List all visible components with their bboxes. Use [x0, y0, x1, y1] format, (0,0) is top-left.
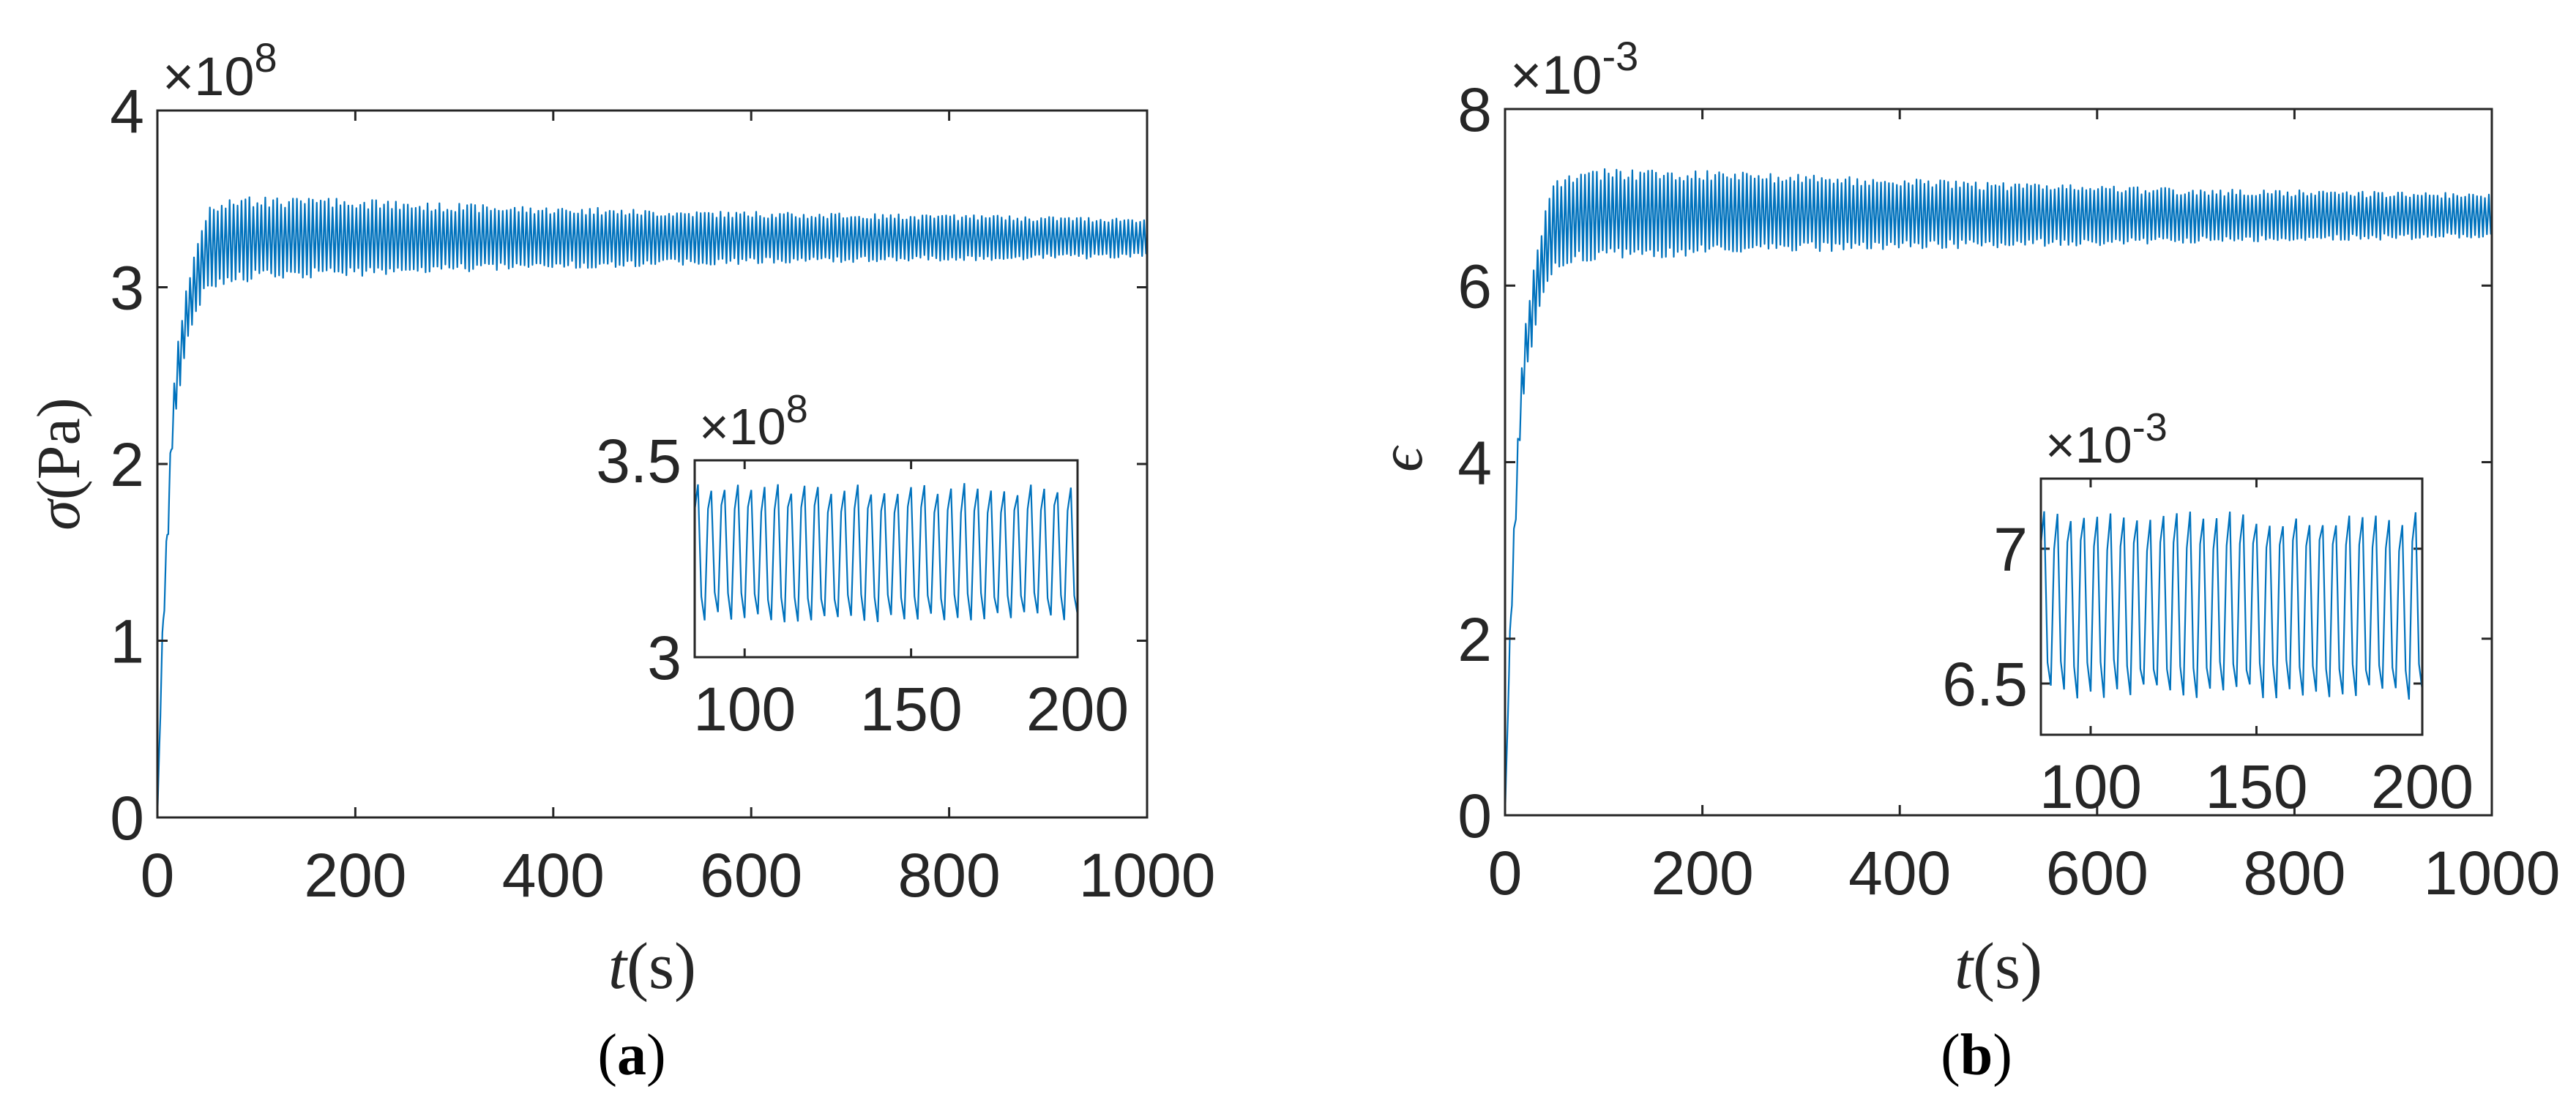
- y-tick-label: 7: [1993, 515, 2028, 584]
- panel-b-y-multiplier: ×10-3: [1510, 33, 1638, 105]
- y-tick-label: 2: [1457, 605, 1492, 674]
- x-tick-label: 150: [2205, 752, 2307, 821]
- x-tick-label: 100: [693, 675, 796, 744]
- inset-series-line: [695, 483, 1078, 623]
- x-tick-label: 150: [860, 675, 963, 744]
- panel-b-plot-line: [1504, 168, 2493, 816]
- x-tick-label: 0: [141, 841, 175, 910]
- x-tick-label: 800: [2243, 839, 2345, 907]
- panel-a-caption: (a): [597, 1023, 665, 1088]
- x-tick-label: 800: [898, 841, 1001, 910]
- panel-a-axes: 0 200 400 600 800 1000 0 1 2 3 4: [110, 77, 1215, 910]
- inset-y-multiplier: ×10-3: [2045, 405, 2168, 473]
- x-tick-label: 200: [1026, 675, 1129, 744]
- panel-a-y-multiplier: ×108: [163, 34, 277, 107]
- y-tick-label: 3: [110, 254, 144, 323]
- y-tick-label: 0: [110, 784, 144, 853]
- y-tick-label: 4: [1457, 429, 1492, 498]
- x-tick-label: 400: [502, 841, 605, 910]
- y-tick-label: 3.5: [596, 427, 682, 495]
- y-tick-label: 4: [110, 77, 144, 146]
- inset-y-multiplier: ×108: [699, 387, 808, 455]
- panel-a-x-axis-label: t(s): [608, 930, 696, 1003]
- panel-b-y-axis-label: ϵ: [1367, 445, 1436, 472]
- panel-a-y-axis-label: σ(Pa): [25, 397, 93, 530]
- y-tick-label: 6.5: [1942, 650, 2028, 719]
- panel-b-inset: 100 150 200 6.5 7×10-3: [1942, 405, 2474, 821]
- panel-a-plot-line: [156, 196, 1149, 818]
- y-tick-label: 2: [110, 430, 144, 499]
- x-tick-label: 200: [1651, 839, 1754, 907]
- y-tick-label: 3: [647, 624, 682, 692]
- x-tick-label: 200: [2371, 752, 2474, 821]
- panel-b-caption: (b): [1941, 1023, 2012, 1088]
- x-tick-label: 0: [1488, 839, 1523, 907]
- x-tick-label: 100: [2039, 752, 2142, 821]
- panel-b-x-axis-label: t(s): [1955, 930, 2042, 1003]
- x-tick-label: 1000: [2424, 839, 2561, 907]
- y-tick-label: 0: [1457, 782, 1492, 850]
- inset-series-line: [2041, 511, 2422, 700]
- x-tick-label: 1000: [1079, 841, 1216, 910]
- y-tick-label: 6: [1457, 252, 1492, 321]
- y-tick-label: 1: [110, 607, 144, 676]
- main-series-line: [1504, 168, 2493, 816]
- y-tick-label: 8: [1457, 75, 1492, 144]
- x-tick-label: 600: [2046, 839, 2148, 907]
- panel-b-axes: 0 200 400 600 800 1000 0 2 4 6 8: [1457, 75, 2560, 907]
- x-tick-label: 600: [700, 841, 802, 910]
- main-series-line: [156, 196, 1149, 818]
- x-tick-label: 400: [1848, 839, 1951, 907]
- x-tick-label: 200: [304, 841, 406, 910]
- panel-a-inset: 100 150 200 3 3.5×108: [596, 387, 1129, 744]
